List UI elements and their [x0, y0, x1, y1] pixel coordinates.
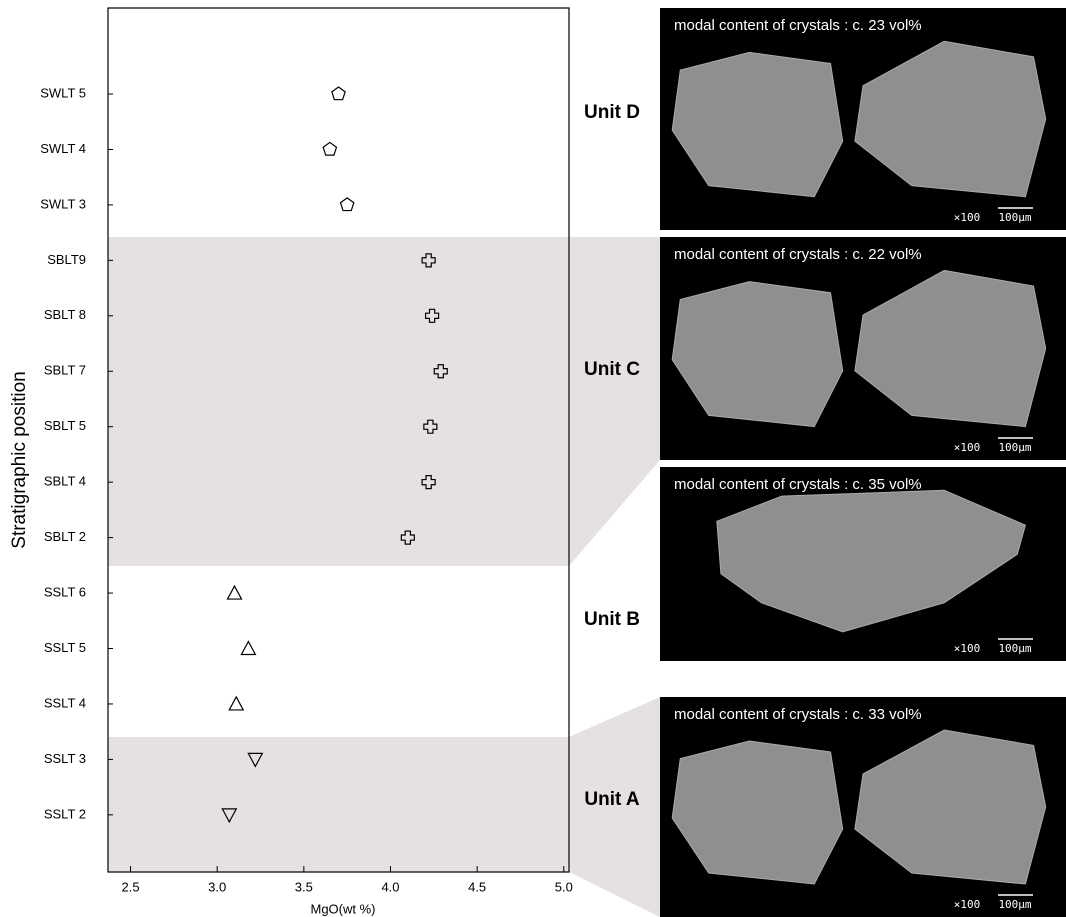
y-tick-label: SSLT 3 [44, 751, 86, 766]
figure: Stratigraphic position MgO(wt %) 2.5 3.0 3… [0, 0, 1066, 917]
y-tick-label: SBLT9 [47, 252, 86, 267]
magnification: ×100 [954, 211, 981, 224]
y-tick-label: SSLT 5 [44, 640, 86, 655]
y-axis-label: Stratigraphic position [9, 371, 30, 548]
scale-label: 100μm [998, 211, 1031, 224]
y-tick-label: SSLT 2 [44, 806, 86, 821]
scale-label: 100μm [998, 898, 1031, 911]
y-tick-label: SSLT 4 [44, 695, 86, 710]
scale-label: 100μm [998, 441, 1031, 454]
x-tick-label: 4.5 [468, 879, 486, 894]
panel-caption: modal content of crystals : c. 35 vol% [674, 476, 922, 493]
scale-label: 100μm [998, 642, 1031, 655]
y-tick-label: SBLT 5 [44, 418, 86, 433]
unit-label: Unit A [584, 789, 640, 810]
y-tick-label: SWLT 5 [40, 85, 86, 100]
x-tick-label: 3.0 [208, 879, 226, 894]
y-tick-label: SWLT 3 [40, 196, 86, 211]
panel-caption: modal content of crystals : c. 22 vol% [674, 246, 922, 263]
x-tick-label: 2.5 [121, 879, 139, 894]
x-tick-label: 5.0 [555, 879, 573, 894]
magnification: ×100 [954, 642, 981, 655]
unit-label: Unit B [584, 609, 640, 630]
y-tick-label: SBLT 7 [44, 363, 86, 378]
unit-c-band [108, 237, 660, 566]
x-axis-label: MgO(wt %) [311, 901, 376, 916]
panel-caption: modal content of crystals : c. 23 vol% [674, 17, 922, 34]
y-tick-label: SBLT 4 [44, 474, 86, 489]
y-tick-label: SBLT 2 [44, 529, 86, 544]
x-tick-label: 4.0 [381, 879, 399, 894]
unit-label: Unit C [584, 359, 640, 380]
panel-caption: modal content of crystals : c. 33 vol% [674, 706, 922, 723]
magnification: ×100 [954, 441, 981, 454]
y-tick-label: SWLT 4 [40, 141, 86, 156]
y-tick-label: SSLT 6 [44, 584, 86, 599]
unit-label: Unit D [584, 102, 640, 123]
y-tick-label: SBLT 8 [44, 307, 86, 322]
x-tick-label: 3.5 [295, 879, 313, 894]
magnification: ×100 [954, 898, 981, 911]
